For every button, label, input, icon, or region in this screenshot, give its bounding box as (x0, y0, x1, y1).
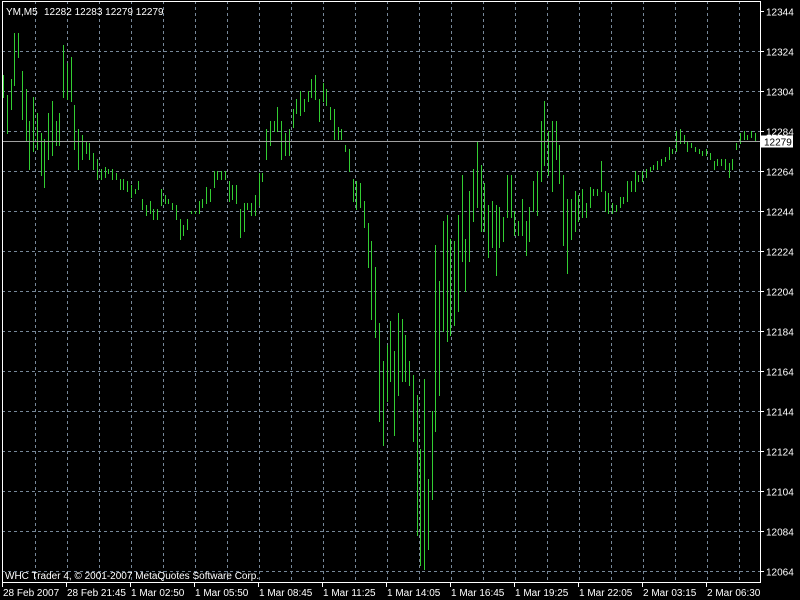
copyright-text: WHC Trader 4, © 2001-2007 MetaQuotes Sof… (5, 571, 259, 582)
grid (2, 1, 760, 582)
x-tick-label: 1 Mar 05:50 (195, 588, 249, 599)
x-tick-label: 1 Mar 02:50 (131, 588, 185, 599)
y-tick-label: 12284 (766, 128, 794, 139)
y-tick-label: 12324 (766, 48, 794, 59)
current-price-label-bg (761, 135, 793, 148)
y-tick-label: 12244 (766, 208, 794, 219)
y-tick-label: 12204 (766, 288, 794, 299)
y-tick-label: 12304 (766, 88, 794, 99)
ohlc-values: 12282 12283 12279 12279 (44, 7, 164, 18)
x-tick-label: 1 Mar 16:45 (451, 588, 505, 599)
y-tick-label: 12064 (766, 568, 794, 579)
x-tick-label: 28 Feb 2007 (3, 588, 60, 599)
x-tick-label: 28 Feb 21:45 (67, 588, 126, 599)
y-tick-label: 12224 (766, 248, 794, 259)
x-tick-label: 1 Mar 22:05 (579, 588, 633, 599)
time-axis[interactable]: 28 Feb 2007 28 Feb 21:45 1 Mar 02:50 1 Mar … (2, 582, 761, 599)
y-tick-label: 12344 (766, 8, 794, 19)
x-tick-label: 1 Mar 14:05 (387, 588, 441, 599)
y-tick-label: 12104 (766, 488, 794, 499)
y-tick-label: 12124 (766, 448, 794, 459)
y-tick-label: 12084 (766, 528, 794, 539)
x-tick-label: 1 Mar 11:25 (323, 588, 376, 599)
x-tick-label: 1 Mar 08:45 (259, 588, 313, 599)
symbol-label: YM,M5 (6, 7, 38, 18)
price-axis[interactable]: 12344 12324 12304 12284 12264 12244 12224 12204… (760, 8, 794, 579)
x-tick-label: 2 Mar 06:30 (707, 588, 761, 599)
current-price-label: 12279 (764, 138, 792, 149)
chart-frame (2, 1, 761, 583)
y-tick-label: 12144 (766, 408, 794, 419)
y-tick-label: 12164 (766, 368, 794, 379)
x-tick-label: 1 Mar 19:25 (515, 588, 569, 599)
y-tick-label: 12264 (766, 168, 794, 179)
price-bars (3, 33, 756, 570)
y-tick-label: 12184 (766, 328, 794, 339)
x-tick-label: 2 Mar 03:15 (643, 588, 697, 599)
